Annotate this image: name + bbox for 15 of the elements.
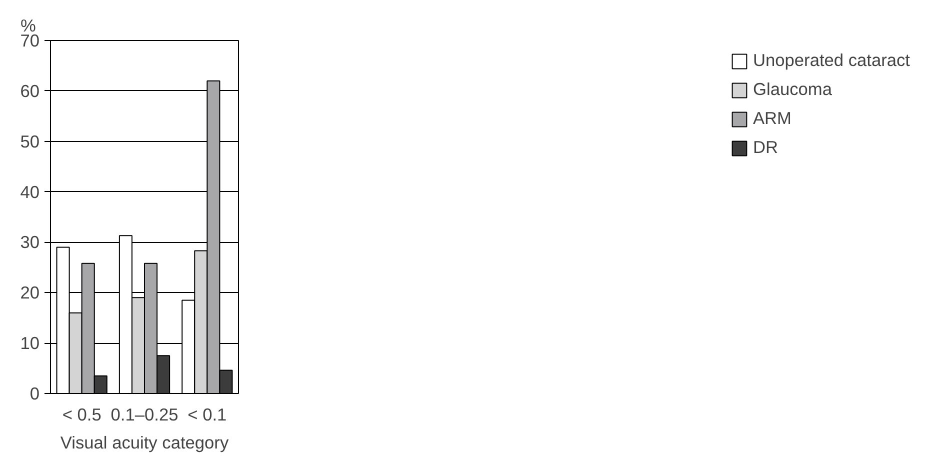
y-tick-label: 30 [20, 232, 40, 252]
y-tick-label: 0 [30, 384, 40, 404]
y-tick-label: 40 [20, 182, 40, 202]
x-tick-label: 0.1–0.25 [110, 404, 178, 424]
legend-label: ARM [752, 108, 792, 129]
y-tick-label: 10 [20, 333, 40, 354]
x-axis-title: Visual acuity category [60, 432, 229, 452]
legend-label: Glaucoma [752, 79, 832, 100]
legend-label: DR [752, 137, 778, 158]
y-tick-label: 60 [20, 80, 40, 101]
x-tick-label: < 0.5 [62, 404, 102, 424]
x-tick-label: < 0.1 [188, 404, 227, 424]
y-tick-label: 20 [20, 282, 40, 303]
y-tick-label: 50 [20, 131, 40, 152]
legend-label: Unoperated cataract [752, 50, 910, 71]
